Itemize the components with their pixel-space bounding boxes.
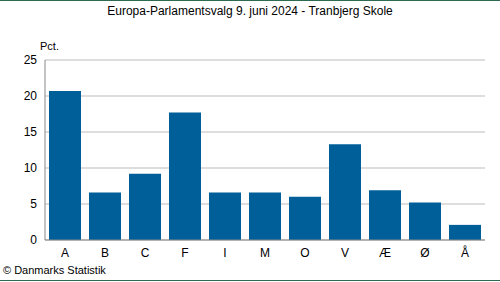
svg-text:20: 20 [24,89,38,103]
svg-text:O: O [300,246,309,260]
svg-text:C: C [141,246,150,260]
html-text:Europa-Parlamentsvalg 9. juni: Europa-Parlamentsvalg 9. juni 2024 - Tra… [107,4,393,18]
svg-text:25: 25 [24,53,38,67]
svg-text:A: A [61,246,69,260]
svg-text:0: 0 [30,233,37,247]
svg-text:V: V [341,246,349,260]
svg-text:F: F [181,246,188,260]
svg-text:M: M [260,246,270,260]
svg-text:B: B [101,246,109,260]
html-text:Pct.: Pct. [40,40,59,52]
svg-text:10: 10 [24,161,38,175]
svg-text:Å: Å [461,245,469,260]
svg-text:I: I [223,246,226,260]
svg-text:15: 15 [24,125,38,139]
svg-text:5: 5 [30,197,37,211]
svg-text:Ø: Ø [420,246,429,260]
svg-text:Æ: Æ [379,246,391,260]
html-text:© Danmarks Statistik: © Danmarks Statistik [3,264,106,276]
